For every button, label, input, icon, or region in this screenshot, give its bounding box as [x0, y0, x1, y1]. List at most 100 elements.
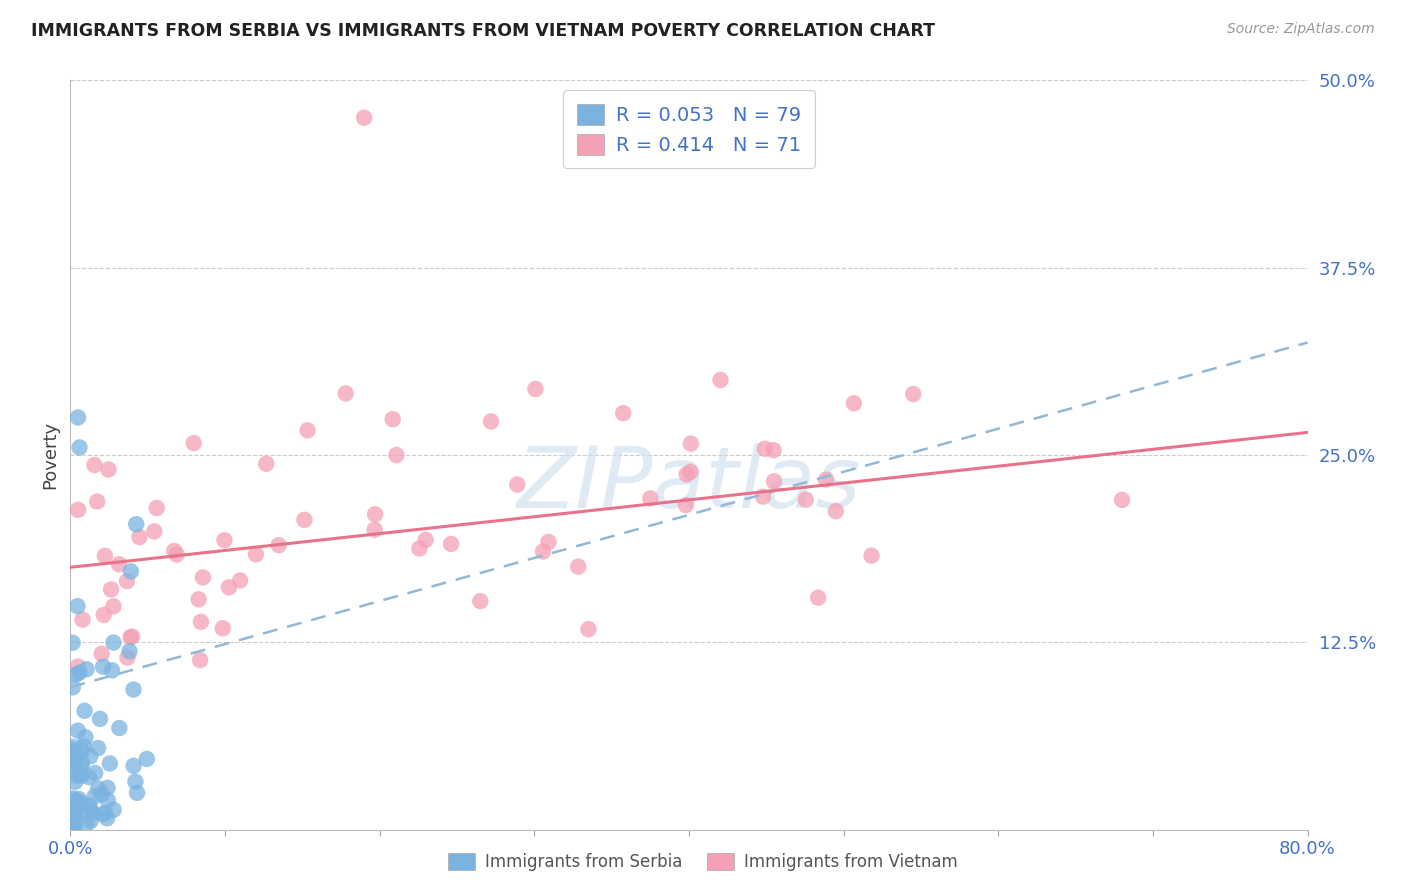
Point	[60, 803, 83, 817]
Point	[90, 647, 112, 661]
Point	[567, 559, 589, 574]
Point	[91, 659, 114, 673]
Point	[62, 636, 84, 650]
Point	[96, 811, 118, 825]
Point	[97, 793, 120, 807]
Point	[214, 533, 236, 548]
Point	[135, 752, 157, 766]
Point	[537, 535, 560, 549]
Point	[63, 821, 86, 835]
Point	[75, 817, 97, 831]
Point	[229, 574, 252, 588]
Point	[524, 382, 547, 396]
Point	[72, 612, 94, 626]
Point	[90, 787, 112, 801]
Point	[79, 803, 101, 817]
Point	[94, 549, 117, 563]
Point	[70, 759, 93, 773]
Point	[63, 752, 86, 766]
Point	[93, 607, 115, 622]
Point	[794, 492, 817, 507]
Point	[100, 582, 122, 597]
Point	[82, 806, 104, 821]
Point	[60, 799, 83, 814]
Point	[86, 494, 108, 508]
Point	[98, 756, 121, 771]
Point	[62, 749, 84, 764]
Point	[62, 739, 84, 754]
Point	[506, 477, 529, 491]
Point	[125, 517, 148, 532]
Point	[91, 807, 114, 822]
Point	[335, 386, 357, 401]
Point	[638, 491, 661, 506]
Point	[79, 749, 101, 764]
Point	[63, 774, 86, 789]
Point	[479, 414, 502, 428]
Point	[63, 809, 86, 823]
Point	[66, 723, 89, 738]
Point	[267, 538, 290, 552]
Point	[60, 759, 83, 773]
Point	[70, 744, 93, 758]
Point	[101, 664, 124, 678]
Point	[675, 498, 697, 512]
Point	[440, 537, 463, 551]
Point	[762, 443, 785, 458]
Text: Source: ZipAtlas.com: Source: ZipAtlas.com	[1227, 22, 1375, 37]
Point	[63, 818, 86, 832]
Point	[77, 770, 100, 784]
Point	[67, 659, 90, 673]
Point	[62, 681, 84, 695]
Legend: Immigrants from Serbia, Immigrants from Vietnam: Immigrants from Serbia, Immigrants from …	[440, 845, 966, 880]
Point	[63, 793, 86, 807]
Point	[66, 599, 89, 614]
Point	[69, 800, 91, 814]
Point	[470, 594, 492, 608]
Point	[60, 800, 83, 814]
Point	[67, 410, 90, 425]
Point	[1111, 492, 1133, 507]
Point	[825, 504, 848, 518]
Point	[191, 570, 214, 584]
Point	[66, 769, 89, 783]
Point	[103, 803, 125, 817]
Point	[211, 621, 233, 635]
Point	[183, 436, 205, 450]
Text: ZIPatlas: ZIPatlas	[517, 443, 860, 526]
Point	[612, 406, 634, 420]
Point	[815, 473, 838, 487]
Point	[70, 799, 93, 814]
Point	[385, 448, 408, 462]
Point	[124, 774, 146, 789]
Point	[121, 630, 143, 644]
Point	[118, 644, 141, 658]
Point	[143, 524, 166, 539]
Point	[76, 662, 98, 676]
Point	[292, 513, 315, 527]
Point	[94, 806, 117, 821]
Point	[122, 759, 145, 773]
Point	[84, 766, 107, 780]
Point	[120, 565, 142, 579]
Point	[578, 622, 600, 636]
Point	[364, 508, 387, 522]
Point	[108, 558, 131, 572]
Point	[62, 746, 84, 760]
Point	[807, 591, 830, 605]
Point	[675, 467, 697, 482]
Point	[842, 396, 865, 410]
Point	[67, 503, 90, 517]
Point	[218, 580, 240, 594]
Point	[62, 754, 84, 768]
Point	[297, 423, 319, 437]
Point	[108, 721, 131, 735]
Point	[860, 549, 883, 563]
Point	[679, 436, 702, 450]
Point	[70, 768, 93, 782]
Point	[60, 815, 83, 830]
Point	[187, 592, 209, 607]
Point	[752, 490, 775, 504]
Point	[120, 630, 142, 644]
Point	[128, 530, 150, 544]
